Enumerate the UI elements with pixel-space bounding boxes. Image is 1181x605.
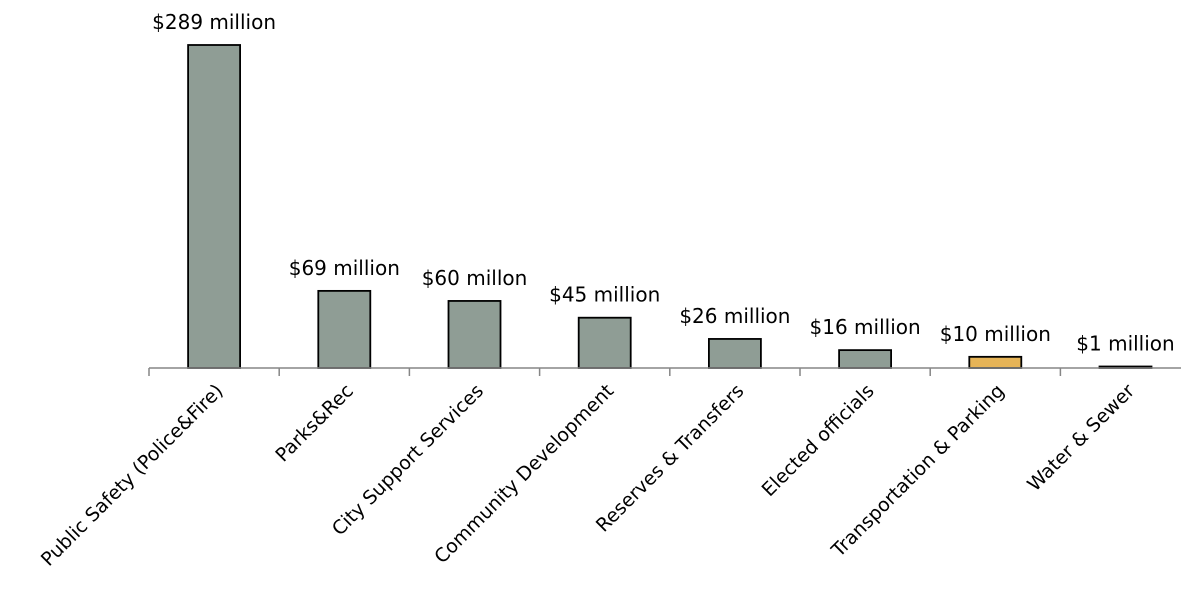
category-label: Reserves & Transfers	[592, 380, 749, 537]
category-label: Parks&Rec	[271, 380, 357, 466]
bar	[317, 289, 372, 369]
data-labels-layer: $289 million $69 million $60 millon $45 mil…	[152, 10, 1175, 356]
data-label: $26 million	[679, 304, 790, 328]
bar	[708, 338, 762, 369]
category-label: Elected officials	[758, 380, 879, 501]
data-label: $45 million	[549, 283, 660, 307]
bar	[838, 349, 892, 369]
bar	[187, 44, 242, 369]
x-axis	[148, 367, 1181, 376]
category-labels-layer: Public Safety (Police&Fire) Parks&RecCity…	[37, 380, 1139, 571]
bar	[577, 316, 632, 369]
data-label: $10 million	[940, 322, 1051, 346]
data-label: $16 million	[810, 315, 921, 339]
data-label: $1 million	[1076, 332, 1174, 356]
bar	[447, 300, 502, 369]
data-label: $289 million	[152, 10, 276, 34]
data-label: $69 million	[289, 256, 400, 280]
bar	[968, 355, 1023, 369]
data-label: $60 millon	[422, 266, 528, 290]
bars-layer	[187, 44, 1153, 369]
category-label: City Support Services	[328, 380, 488, 540]
category-label: Water & Sewer	[1023, 380, 1139, 496]
category-label: Public Safety (Police&Fire)	[37, 380, 228, 571]
